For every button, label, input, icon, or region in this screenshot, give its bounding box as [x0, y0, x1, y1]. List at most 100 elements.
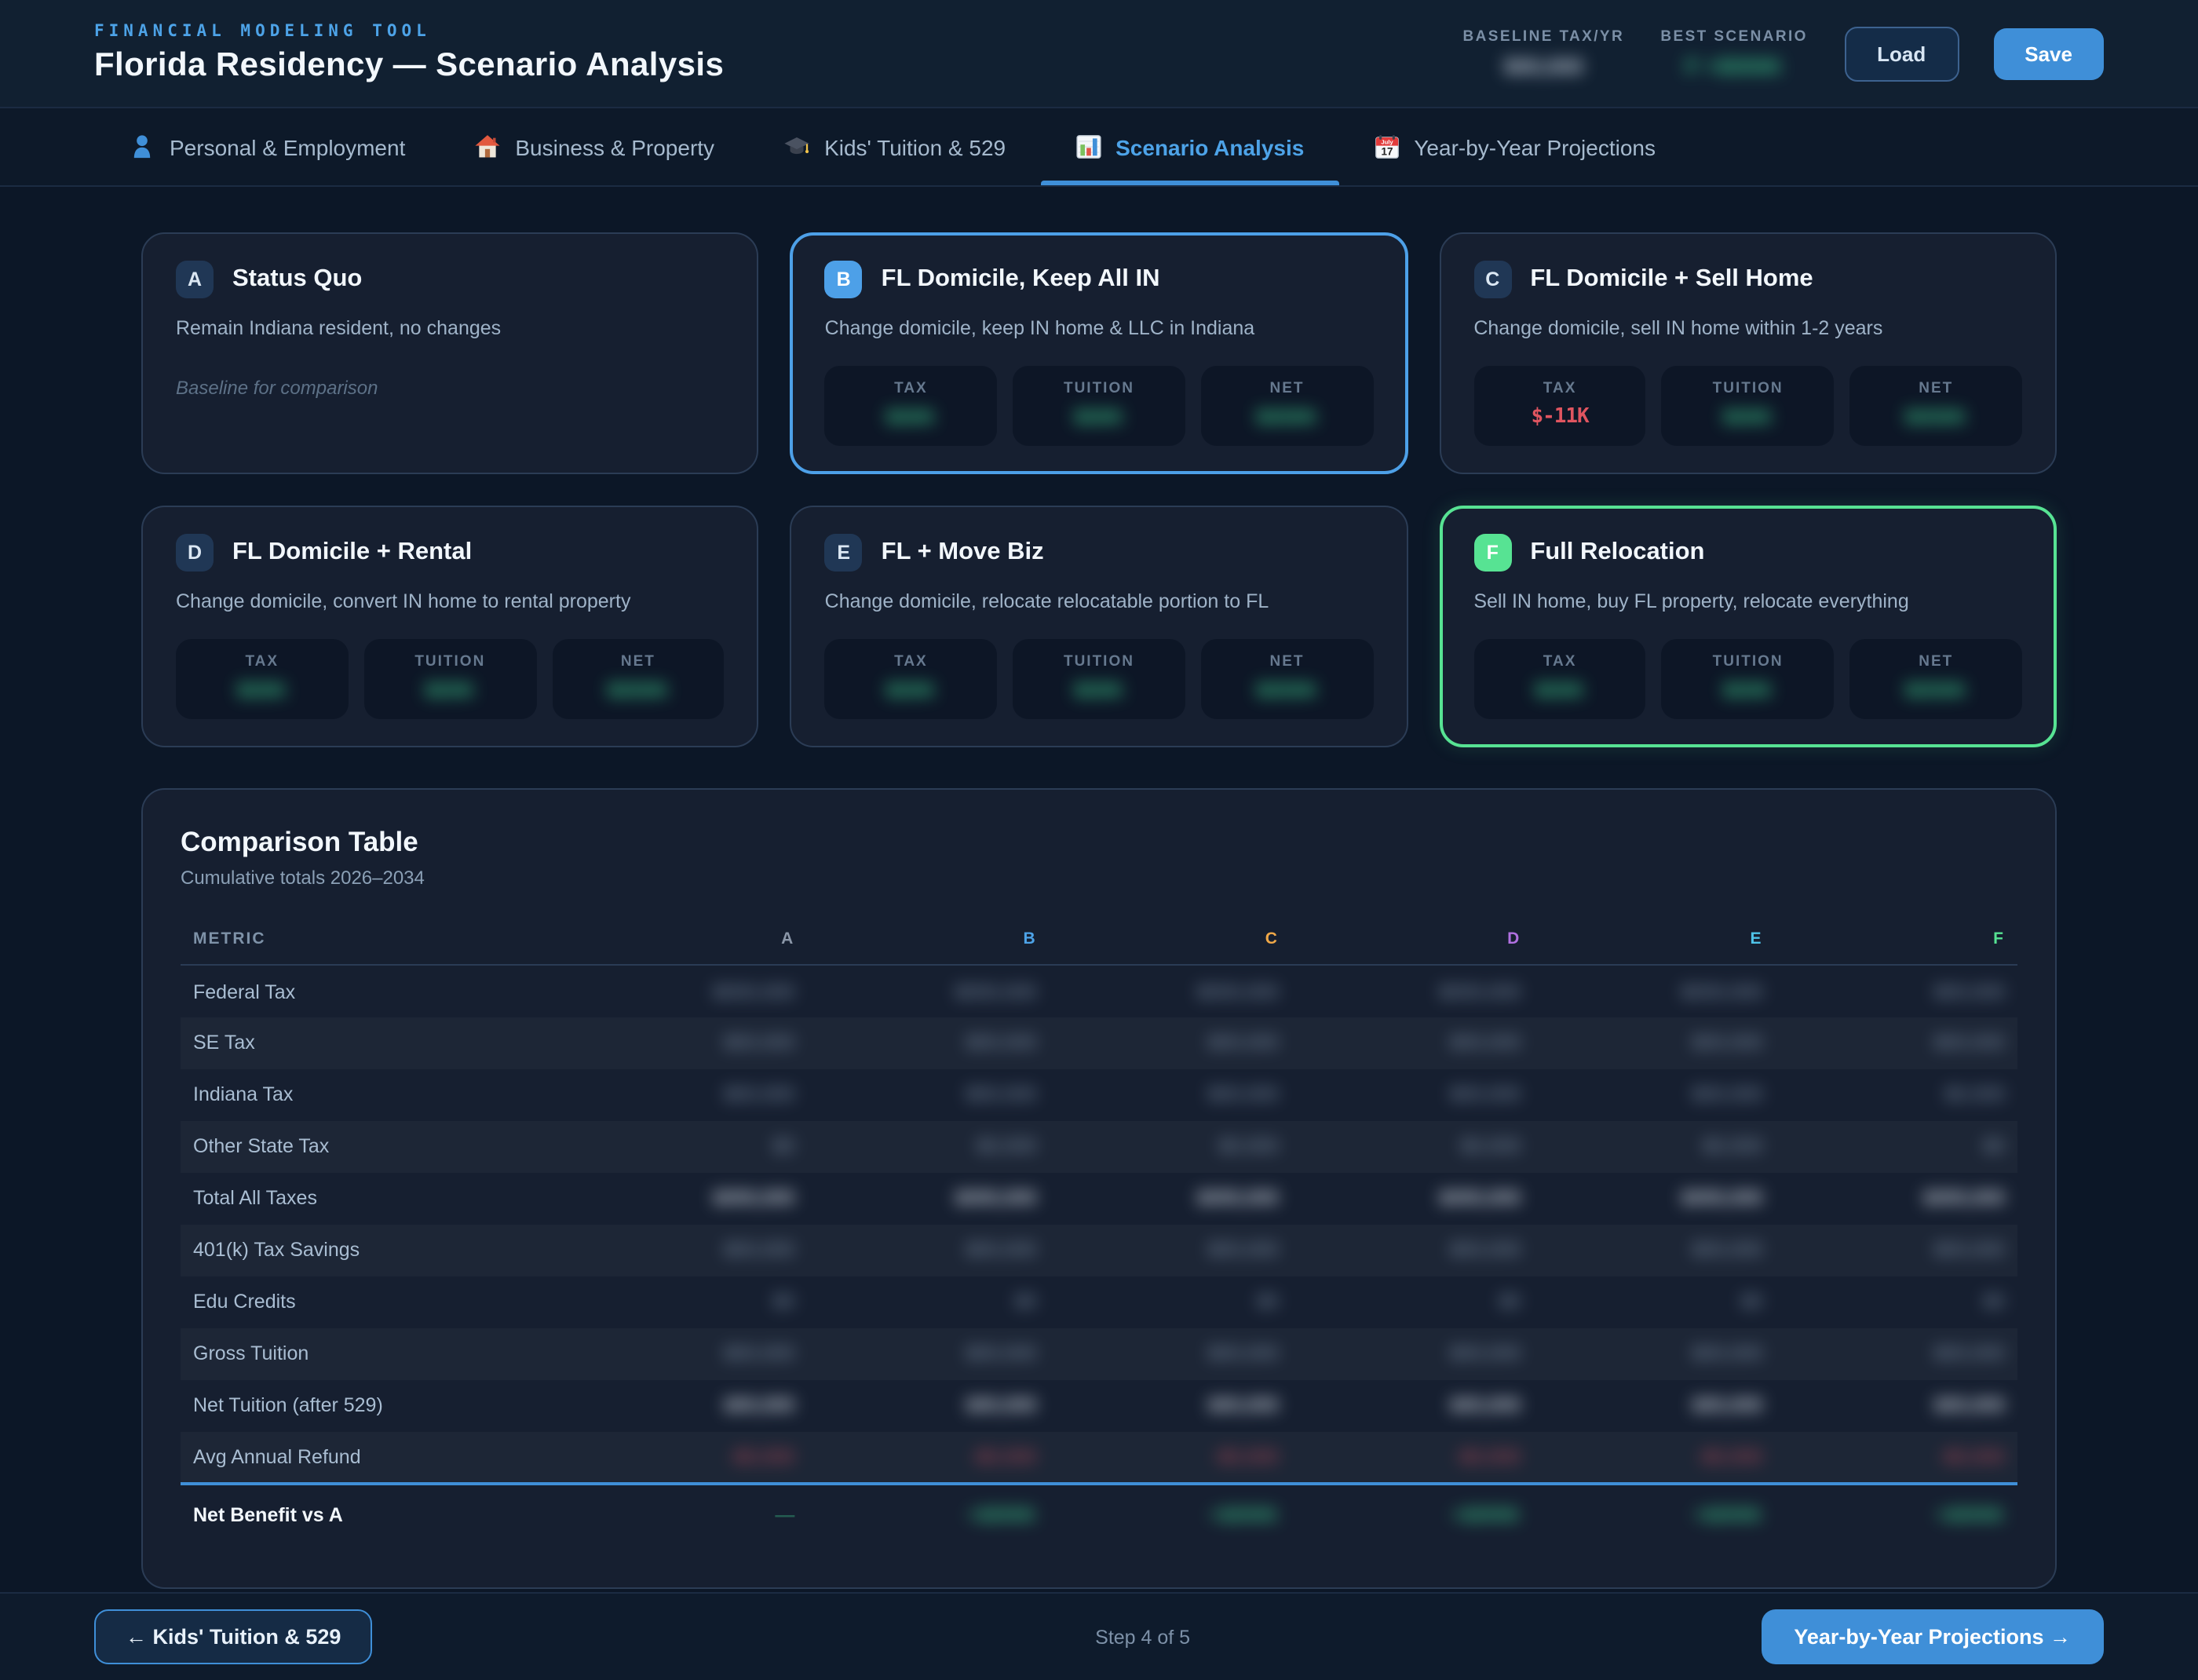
value-cell: $00,000	[723, 1239, 795, 1262]
value-cell: -$0,000	[1696, 1445, 1763, 1468]
value-cell: $00,000	[723, 1394, 795, 1417]
scenario-card-c[interactable]: C FL Domicile + Sell Home Change domicile,…	[1439, 232, 2057, 474]
value-cell: $00,000	[1933, 1342, 2005, 1365]
scenario-card-header: E FL + Move Biz	[824, 533, 1374, 572]
stat-label: TUITION	[414, 652, 486, 670]
value-cell: +$000K	[1291, 1481, 1534, 1547]
value-cell: +$000K	[807, 1481, 1050, 1547]
metric-cell: Net Tuition (after 529)	[193, 1394, 383, 1417]
stat-value: $000K	[1904, 677, 1967, 702]
stat-value: $00K	[1073, 677, 1125, 702]
scenario-card-header: A Status Quo	[176, 261, 725, 298]
column-header-a: A	[565, 913, 808, 966]
comparison-table-card: Comparison Table Cumulative totals 2026–…	[141, 787, 2057, 1589]
value-cell: $00,000	[723, 1032, 795, 1054]
stat-net: NET $000K	[1200, 365, 1374, 446]
comparison-subtitle: Cumulative totals 2026–2034	[181, 866, 425, 889]
stat-net: NET $000K	[1200, 638, 1374, 719]
footer-nav: ← Kids' Tuition & 529 Step 4 of 5 Year-b…	[0, 1592, 2198, 1680]
value-cell: $0,000	[1218, 1135, 1279, 1158]
stat-tax: TAX $00K	[176, 638, 349, 719]
svg-text:17: 17	[1381, 146, 1393, 158]
scenario-card-a[interactable]: A Status Quo Remain Indiana resident, no c…	[141, 232, 759, 474]
tab-label: Kids' Tuition & 529	[824, 134, 1006, 159]
scenario-card-b[interactable]: B FL Domicile, Keep All IN Change domicile…	[790, 232, 1408, 474]
load-button[interactable]: Load	[1844, 26, 1959, 81]
main-content: A Status Quo Remain Indiana resident, no c…	[0, 187, 2198, 1592]
stat-value: $00K	[1722, 677, 1773, 702]
value-cell: $00,000	[1933, 1394, 2005, 1417]
stat-tax: TAX $00K	[824, 638, 998, 719]
column-header-c: C	[1049, 913, 1291, 966]
next-button[interactable]: Year-by-Year Projections →	[1761, 1609, 2104, 1664]
tab-kids-tuition-529[interactable]: Kids' Tuition & 529	[749, 108, 1040, 185]
stat-tuition: TUITION $00K	[1013, 365, 1185, 446]
stat-tuition: TUITION $00K	[1013, 638, 1185, 719]
stat-value: $000K	[1904, 404, 1967, 429]
value-cell: $0,000	[1944, 1083, 2005, 1106]
graduation-cap-icon	[783, 133, 810, 160]
value-cell: $00,000	[966, 1239, 1037, 1262]
value-cell: $0,000	[977, 1135, 1037, 1158]
value-cell: $00,000	[723, 1342, 795, 1365]
table-row: Net Tuition (after 529) $00,000 $00,000 $00…	[181, 1380, 2017, 1432]
metric-cell: SE Tax	[193, 1032, 255, 1054]
stat-label: NET	[1269, 379, 1305, 397]
stat-value: $000K	[1255, 677, 1319, 702]
value-cell: $00,000	[1933, 981, 2005, 1003]
step-indicator: Step 4 of 5	[1095, 1626, 1191, 1648]
value-cell: —	[565, 1481, 808, 1547]
person-icon	[129, 133, 155, 160]
stat-label: TAX	[1543, 379, 1577, 397]
stat-value: $-11K	[1531, 404, 1589, 429]
scenario-title: FL Domicile, Keep All IN	[881, 265, 1160, 292]
tab-year-by-year-projections[interactable]: July 17 Year-by-Year Projections	[1338, 108, 1690, 185]
page-title: Florida Residency — Scenario Analysis	[94, 47, 725, 83]
value-cell: $0	[772, 1291, 795, 1313]
tab-scenario-analysis[interactable]: Scenario Analysis	[1040, 108, 1339, 185]
save-button[interactable]: Save	[1993, 27, 2104, 79]
tab-business-property[interactable]: Business & Property	[440, 108, 749, 185]
tab-bar: Personal & Employment Business & Property…	[0, 108, 2198, 187]
scenario-badge-a: A	[176, 261, 214, 298]
scenario-stats: TAX $00K TUITION $00K NET $000K	[824, 638, 1374, 719]
scenario-card-d[interactable]: D FL Domicile + Rental Change domicile, co…	[141, 505, 759, 747]
comparison-table: METRIC A B C D E F Federal Tax $000,000 $000,000 $…	[181, 913, 2017, 1547]
scenario-title: Status Quo	[232, 265, 363, 292]
stat-label: TUITION	[1063, 652, 1134, 670]
scenario-title: Full Relocation	[1530, 538, 1705, 565]
scenario-description: Sell IN home, buy FL property, relocate …	[1473, 590, 1909, 612]
stat-label: TAX	[894, 652, 928, 670]
scenario-card-header: B FL Domicile, Keep All IN	[824, 261, 1374, 298]
stat-label: TUITION	[1712, 379, 1784, 397]
scenario-card-e[interactable]: E FL + Move Biz Change domicile, relocate …	[790, 505, 1408, 747]
stat-value: $00K	[1534, 677, 1586, 702]
value-cell: $00,000	[1207, 1032, 1279, 1054]
stat-net: NET $000K	[1849, 365, 2022, 446]
value-cell: $000,000	[955, 981, 1037, 1003]
stat-label: NET	[1919, 379, 1954, 397]
net-benefit-row: Net Benefit vs A — +$000K +$000K +$000K +$000…	[181, 1481, 2017, 1547]
stat-tuition: TUITION $00K	[363, 638, 537, 719]
tab-label: Scenario Analysis	[1115, 134, 1305, 159]
value-cell: $00,000	[1449, 1239, 1521, 1262]
scenario-title: FL Domicile + Rental	[232, 538, 473, 565]
best-scenario-stat: BEST SCENARIO F +$000K	[1659, 28, 1809, 79]
value-cell: $000,000	[1196, 981, 1279, 1003]
scenario-description: Change domicile, keep IN home & LLC in I…	[824, 317, 1255, 339]
back-button[interactable]: ← Kids' Tuition & 529	[94, 1609, 373, 1664]
value-cell: $0	[1257, 1291, 1279, 1313]
tab-personal-employment[interactable]: Personal & Employment	[94, 108, 440, 185]
tab-label: Business & Property	[515, 134, 715, 159]
value-cell: $00,000	[1449, 1032, 1521, 1054]
scenario-stats: TAX $-11K TUITION $00K NET $000K	[1473, 365, 2022, 446]
value-cell: $000,000	[713, 1187, 795, 1210]
table-row: SE Tax $00,000 $00,000 $00,000 $00,000 $00,00…	[181, 1017, 2017, 1069]
header-titles: FINANCIAL MODELING TOOL Florida Residenc…	[94, 22, 724, 85]
value-cell: +$000K	[1775, 1481, 2017, 1547]
value-cell: $000,000	[955, 1187, 1037, 1210]
scenario-card-f[interactable]: F Full Relocation Sell IN home, buy FL pro…	[1439, 505, 2057, 747]
stat-label: NET	[620, 652, 655, 670]
value-cell: $0,000	[1703, 1135, 1763, 1158]
